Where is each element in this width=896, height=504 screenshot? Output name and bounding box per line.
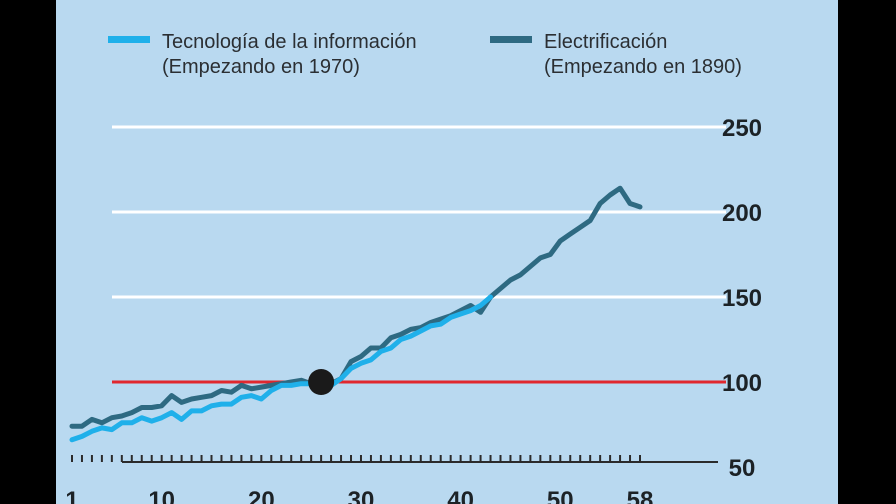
legend-swatch-electrification (490, 36, 532, 43)
y-tick-label-50: 50 (729, 455, 756, 482)
x-tick-label-50: 50 (547, 487, 574, 504)
x-tick-label-20: 20 (248, 487, 275, 504)
crossover-marker (308, 369, 335, 395)
y-tick-label-150: 150 (722, 285, 762, 312)
x-tick-label-58: 58 (627, 487, 654, 504)
x-tick-label-40: 40 (447, 487, 474, 504)
y-tick-label-250: 250 (722, 115, 762, 142)
legend-it: Tecnología de la información (Empezando … (108, 30, 417, 80)
x-tick-label-10: 10 (148, 487, 175, 504)
chart-panel: Tecnología de la información (Empezando … (56, 0, 838, 504)
legend-it-sublabel: (Empezando en 1970) (162, 56, 360, 78)
x-tick-label-30: 30 (348, 487, 375, 504)
legend-electrification-sublabel: (Empezando en 1890) (544, 56, 742, 78)
line-chart: 50 100 150 200 250 1 10 20 30 40 50 58 (65, 115, 762, 504)
legend-electrification-label: Electrificación (544, 31, 668, 53)
series-line-electrification (69, 185, 643, 429)
y-tick-label-200: 200 (722, 200, 762, 227)
legend-swatch-it (108, 36, 150, 43)
legend-it-label: Tecnología de la información (162, 31, 417, 53)
legend-electrification: Electrificación (Empezando en 1890) (490, 30, 742, 80)
series-line-it (69, 294, 493, 443)
x-tick-label-1: 1 (65, 487, 78, 504)
y-tick-label-100: 100 (722, 370, 762, 397)
